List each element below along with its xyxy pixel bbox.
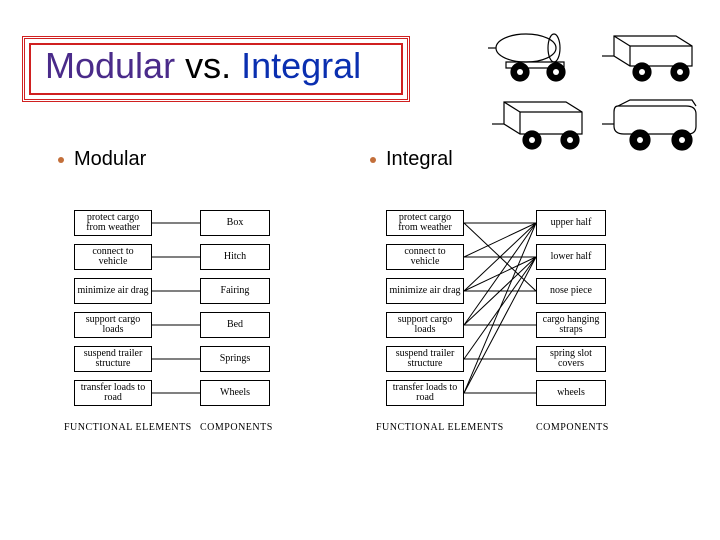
function-node: transfer loads to road (386, 380, 464, 406)
function-node: protect cargo from weather (386, 210, 464, 236)
functional-elements-label: FUNCTIONAL ELEMENTS (64, 422, 192, 433)
function-node: minimize air drag (74, 278, 152, 304)
component-node: nose piece (536, 278, 606, 304)
component-node: Springs (200, 346, 270, 372)
bullet-icon (58, 157, 64, 163)
title-word-vs: vs. (175, 45, 241, 86)
component-node: Box (200, 210, 270, 236)
component-node: lower half (536, 244, 606, 270)
component-node: Bed (200, 312, 270, 338)
mapping-modular: protect cargo from weather connect to veh… (74, 210, 280, 436)
components-label: COMPONENTS (200, 422, 273, 433)
component-node: Hitch (200, 244, 270, 270)
function-node: suspend trailer structure (386, 346, 464, 372)
heading-integral-label: Integral (386, 148, 453, 170)
heading-integral: Integral (370, 148, 453, 171)
heading-modular: Modular (58, 148, 146, 171)
mapping-integral: protect cargo from weather connect to veh… (386, 210, 616, 436)
component-node: Wheels (200, 380, 270, 406)
function-node: support cargo loads (386, 312, 464, 338)
title-word-integral: Integral (241, 45, 361, 86)
function-node: support cargo loads (74, 312, 152, 338)
component-node: Fairing (200, 278, 270, 304)
function-node: connect to vehicle (386, 244, 464, 270)
component-node: wheels (536, 380, 606, 406)
heading-modular-label: Modular (74, 148, 146, 170)
component-node: spring slot covers (536, 346, 606, 372)
function-node: minimize air drag (386, 278, 464, 304)
component-node: upper half (536, 210, 606, 236)
bullet-icon (370, 157, 376, 163)
title-word-modular: Modular (45, 45, 175, 86)
function-node: protect cargo from weather (74, 210, 152, 236)
functional-elements-label: FUNCTIONAL ELEMENTS (376, 422, 504, 433)
function-node: transfer loads to road (74, 380, 152, 406)
function-node: suspend trailer structure (74, 346, 152, 372)
title-frame: Modular vs. Integral (22, 36, 410, 102)
components-label: COMPONENTS (536, 422, 609, 433)
function-node: connect to vehicle (74, 244, 152, 270)
component-node: cargo hanging straps (536, 312, 606, 338)
trailer-illustrations (486, 22, 706, 158)
title-text: Modular vs. Integral (45, 45, 361, 86)
